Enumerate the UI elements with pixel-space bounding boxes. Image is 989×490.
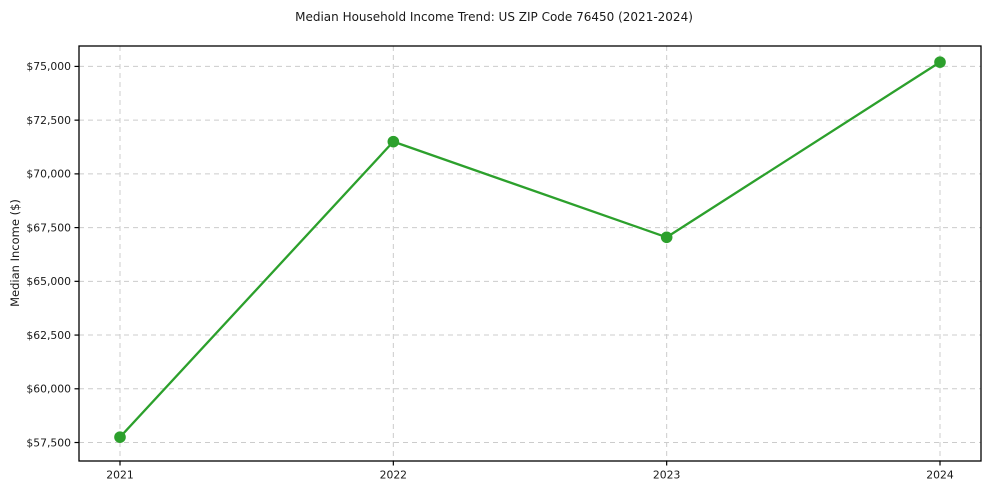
data-point-marker [934, 56, 946, 68]
y-tick-label: $62,500 [26, 329, 71, 342]
y-tick-label: $72,500 [26, 114, 71, 127]
y-tick-label: $57,500 [26, 436, 71, 449]
y-tick-label: $60,000 [26, 383, 71, 396]
y-axis-label: Median Income ($) [8, 199, 22, 307]
y-tick-label: $70,000 [26, 168, 71, 181]
data-point-marker [114, 431, 126, 443]
x-tick-label: 2024 [926, 469, 954, 482]
plot-border [78, 45, 982, 462]
y-tick-label: $65,000 [26, 275, 71, 288]
x-tick-label: 2022 [380, 469, 407, 482]
axis-ticks-layer: $57,500 $60,000 $62,500 $65,000 $67,500 $70,0… [26, 60, 954, 481]
y-tick-label: $67,500 [26, 221, 71, 234]
gridlines-layer [79, 46, 981, 461]
y-tick-label: $75,000 [26, 60, 71, 73]
data-point-marker [387, 135, 400, 148]
data-point-marker [660, 231, 673, 244]
series-layer [114, 56, 946, 443]
x-tick-label: 2021 [106, 469, 133, 482]
chart-title: Median Household Income Trend: US ZIP Co… [295, 10, 693, 24]
x-tick-label: 2023 [653, 469, 680, 482]
series-line [118, 60, 942, 439]
